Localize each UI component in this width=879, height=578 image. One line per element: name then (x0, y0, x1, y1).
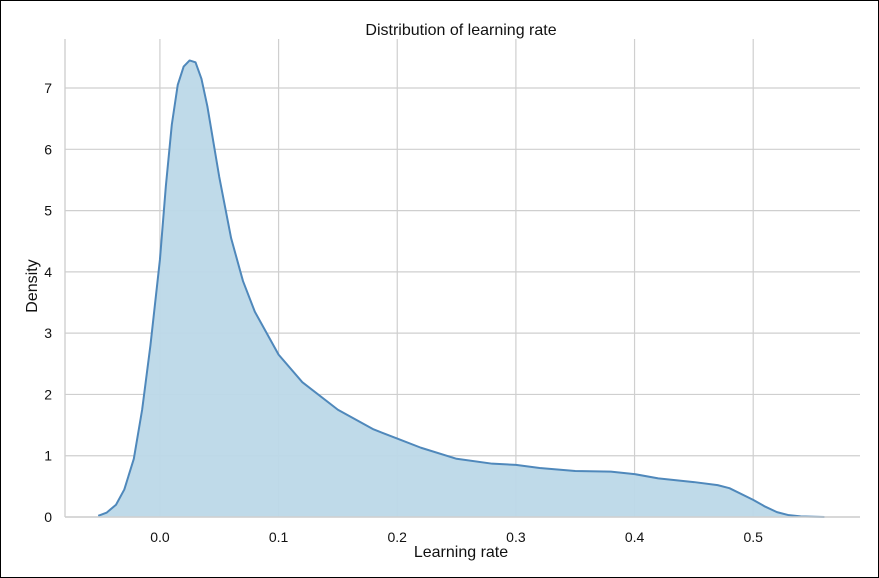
y-tick-label: 1 (44, 448, 52, 464)
x-tick-label: 0.4 (625, 529, 645, 545)
x-tick-label: 0.2 (388, 529, 408, 545)
chart-title: Distribution of learning rate (365, 22, 556, 39)
density-area (98, 60, 825, 517)
y-tick-label: 2 (44, 386, 52, 402)
y-tick-label: 7 (44, 80, 52, 96)
x-axis-label: Learning rate (414, 544, 508, 561)
y-tick-labels: 0 1 2 3 4 5 6 7 (44, 80, 52, 525)
y-tick-label: 5 (44, 203, 52, 219)
x-tick-label: 0.3 (506, 529, 526, 545)
density-line (97, 59, 825, 518)
y-tick-label: 0 (44, 509, 52, 525)
y-axis-label: Density (24, 259, 41, 312)
y-tick-label: 4 (44, 264, 52, 280)
y-tick-label: 3 (44, 325, 52, 341)
x-tick-label: 0.1 (269, 529, 289, 545)
x-tick-labels: 0.0 0.1 0.2 0.3 0.4 0.5 (150, 529, 763, 545)
x-tick-label: 0.5 (743, 529, 763, 545)
y-tick-label: 6 (44, 141, 52, 157)
x-tick-label: 0.0 (150, 529, 170, 545)
